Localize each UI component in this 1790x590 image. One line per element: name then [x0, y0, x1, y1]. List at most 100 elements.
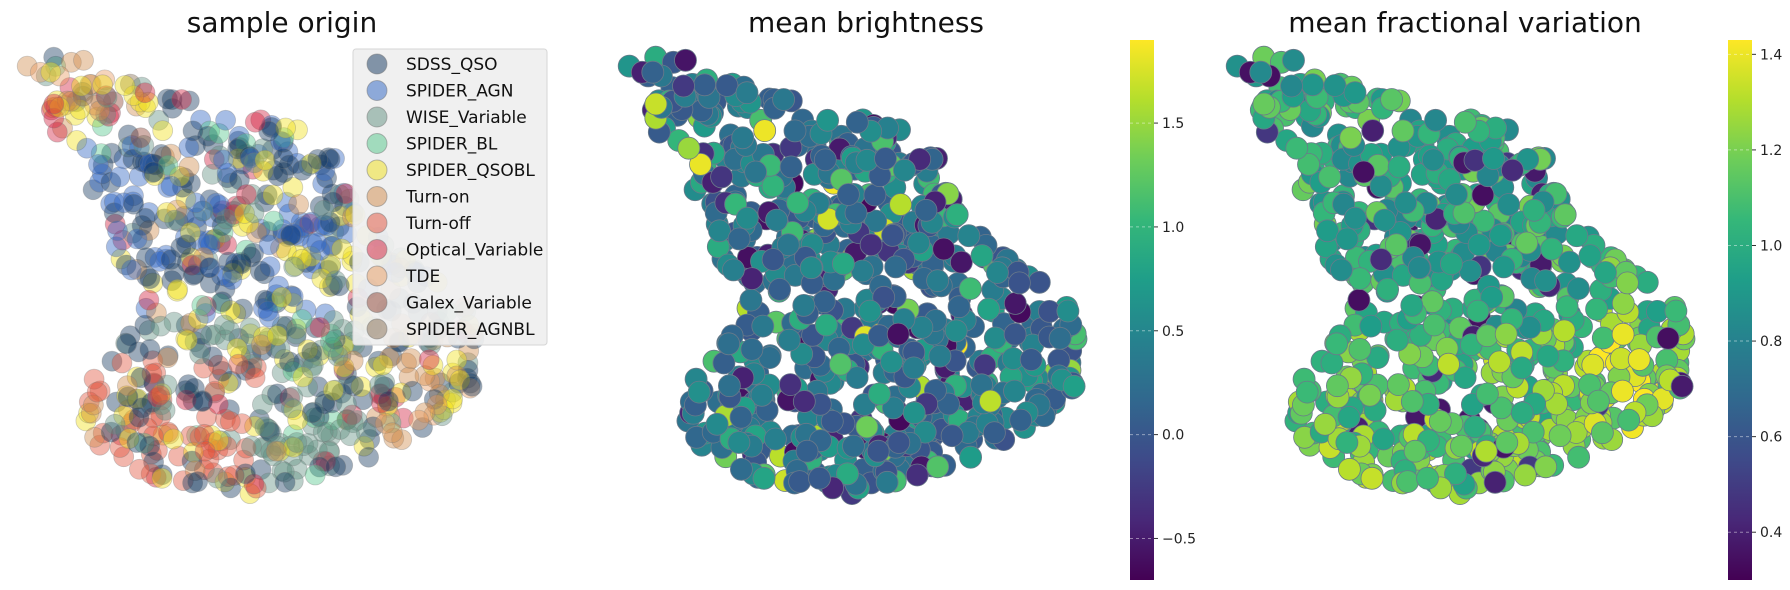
point-mean-fractional-variation [1376, 277, 1399, 301]
point-spider_agn [276, 191, 298, 213]
point-tde [49, 65, 70, 87]
point-turn-on [160, 143, 182, 165]
point-spider_qsobl [266, 325, 288, 347]
point-spider_agn [120, 259, 142, 281]
point-spider_qsobl [239, 323, 261, 345]
point-spider_qsobl [238, 212, 260, 234]
point-wise_variable [301, 347, 323, 369]
point-spider_bl [263, 210, 285, 232]
point-optical_variable [243, 473, 265, 495]
point-mean-brightness [744, 160, 767, 184]
point-mean-brightness [729, 405, 753, 429]
point-sdss_qso [276, 315, 298, 337]
point-optical_variable [195, 295, 217, 317]
point-tde [419, 370, 441, 392]
point-sdss_qso [279, 351, 300, 373]
point-mean-brightness [764, 427, 787, 451]
point-optical_variable [315, 450, 337, 472]
point-mean-fractional-variation [1359, 314, 1383, 338]
point-wise_variable [269, 432, 291, 454]
point-turn-off [193, 423, 215, 445]
point-mean-brightness [874, 147, 897, 170]
point-sdss_qso [134, 207, 156, 229]
point-sdss_qso [123, 193, 145, 215]
point-mean-brightness [829, 352, 852, 376]
point-spider_qsobl [353, 435, 375, 457]
point-spider_qsobl [151, 382, 173, 404]
point-mean-fractional-variation [1387, 373, 1410, 397]
point-wise_variable [122, 222, 144, 244]
point-mean-fractional-variation [1522, 198, 1546, 222]
title-mean-fractional-variation: mean fractional variation [1288, 6, 1642, 39]
point-sdss_qso [402, 380, 423, 402]
point-sdss_qso [181, 450, 203, 472]
point-mean-brightness [816, 108, 839, 132]
point-spider_agn [187, 254, 209, 276]
point-turn-on [378, 347, 400, 369]
point-sdss_qso [230, 251, 252, 273]
point-optical_variable [138, 289, 160, 311]
point-wise_variable [286, 432, 308, 453]
title-sample-origin: sample origin [187, 6, 377, 39]
point-sdss_qso [132, 151, 153, 173]
point-wise_variable [368, 383, 390, 405]
point-turn-off [146, 439, 168, 461]
point-turn-on [117, 399, 139, 421]
point-sdss_qso [173, 167, 195, 189]
point-optical_variable [309, 316, 331, 338]
point-mean-brightness [958, 277, 982, 301]
point-sdss_qso [319, 148, 341, 170]
point-mean-fractional-variation [1396, 470, 1419, 494]
point-spider_qsobl [297, 339, 319, 361]
point-turn-on [166, 199, 188, 221]
point-sdss_qso [456, 367, 478, 389]
point-spider_qsobl [282, 292, 304, 314]
point-spider_agn [215, 109, 237, 131]
point-optical_variable [212, 200, 234, 222]
point-sdss_qso [265, 337, 287, 359]
point-tde [94, 69, 116, 91]
point-mean-fractional-variation [1400, 293, 1424, 317]
point-mean-fractional-variation [1358, 383, 1382, 407]
point-mean-brightness [836, 462, 859, 486]
point-spider_agn [89, 171, 110, 193]
point-sdss_qso [304, 317, 326, 339]
point-spider_agn [247, 143, 269, 165]
point-sdss_qso [223, 259, 245, 281]
point-spider_qsobl [283, 399, 305, 421]
point-mean-fractional-variation [1494, 322, 1518, 346]
point-mean-brightness [872, 285, 896, 309]
point-turn-off [142, 425, 164, 447]
point-mean-fractional-variation [1394, 191, 1417, 215]
point-spider_qsobl [113, 405, 135, 427]
point-mean-fractional-variation [1480, 285, 1504, 309]
legend-marker-tde [366, 265, 388, 287]
point-sdss_qso [218, 251, 240, 273]
point-sdss_qso [240, 344, 262, 365]
point-turn-off [207, 439, 229, 461]
point-mean-brightness [842, 434, 865, 458]
point-optical_variable [223, 203, 245, 225]
point-wise_variable [316, 421, 338, 443]
point-wise_variable [319, 455, 340, 477]
point-mean-fractional-variation [1567, 445, 1590, 469]
point-mean-fractional-variation [1445, 183, 1468, 206]
point-sdss_qso [182, 472, 204, 494]
point-mean-fractional-variation [1360, 466, 1384, 490]
point-sdss_qso [214, 278, 236, 300]
point-mean-fractional-variation [1540, 237, 1564, 261]
point-spider_agn [216, 162, 238, 184]
point-spider_agn [306, 232, 328, 254]
point-mean-brightness [1019, 348, 1043, 372]
point-spider_agn [191, 200, 213, 222]
point-spider_qsobl [49, 96, 70, 118]
point-spider_agn [123, 185, 144, 207]
point-sdss_qso [187, 471, 209, 493]
point-sdss_qso [157, 88, 178, 110]
point-spider_agn [221, 269, 243, 291]
point-spider_agn [100, 193, 122, 215]
point-sdss_qso [141, 391, 163, 413]
point-mean-brightness [718, 374, 741, 398]
point-turn-on [342, 350, 364, 372]
point-spider_agn [178, 137, 200, 158]
